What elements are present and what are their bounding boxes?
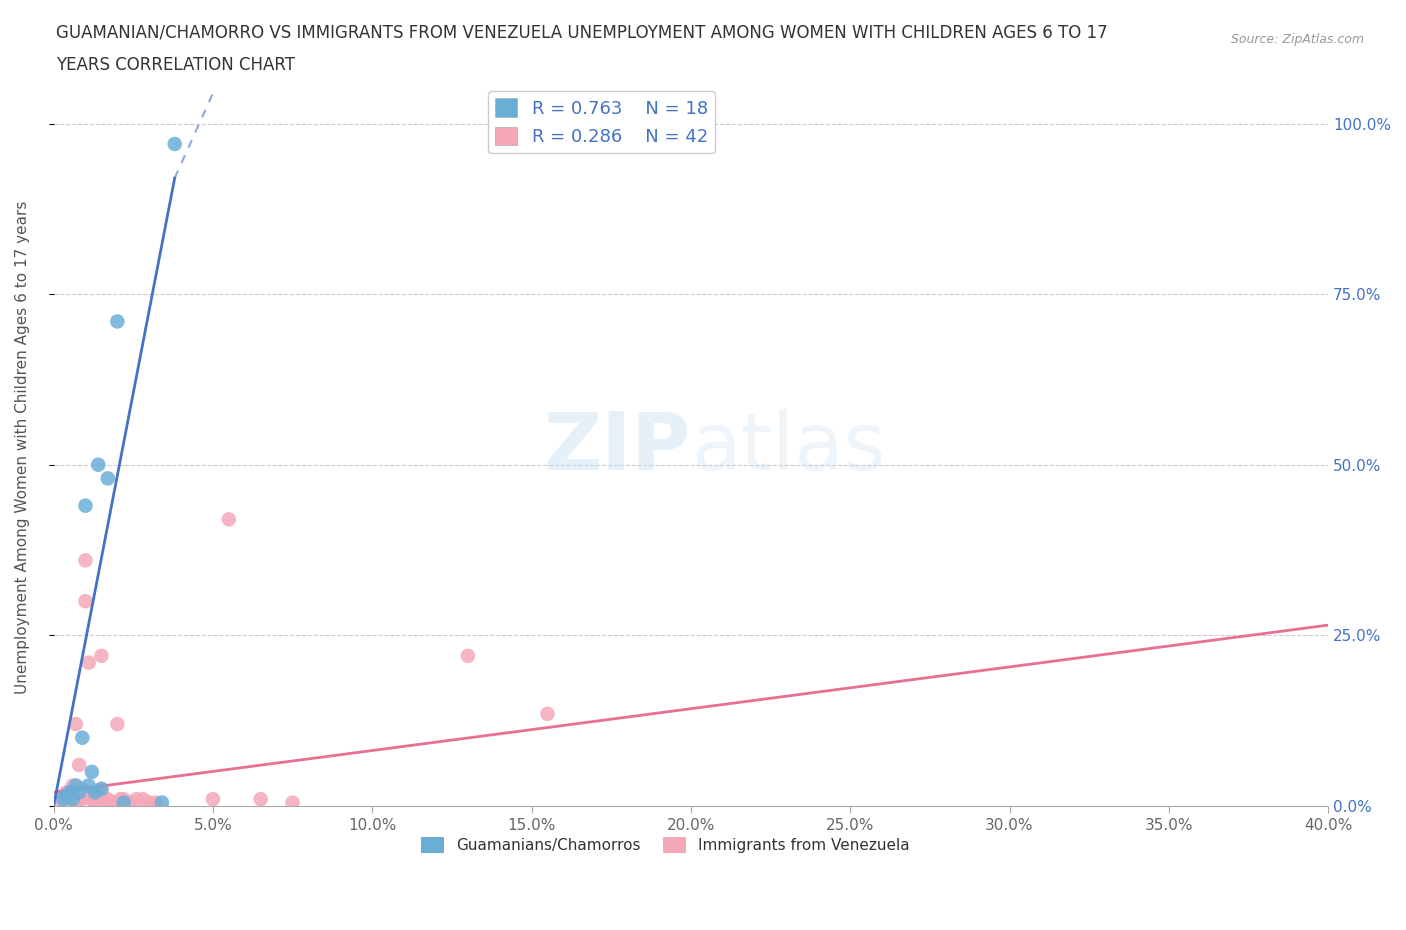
Point bbox=[58, 791, 80, 806]
Point bbox=[67, 785, 90, 800]
Point bbox=[52, 791, 75, 806]
Point bbox=[112, 791, 135, 806]
Point bbox=[163, 137, 186, 152]
Point bbox=[150, 795, 173, 810]
Point bbox=[90, 781, 112, 796]
Point bbox=[201, 791, 224, 806]
Point bbox=[80, 791, 103, 806]
Point bbox=[67, 758, 90, 773]
Point bbox=[62, 791, 84, 806]
Y-axis label: Unemployment Among Women with Children Ages 6 to 17 years: Unemployment Among Women with Children A… bbox=[15, 201, 30, 695]
Point bbox=[457, 648, 479, 663]
Text: Source: ZipAtlas.com: Source: ZipAtlas.com bbox=[1230, 33, 1364, 46]
Text: atlas: atlas bbox=[690, 408, 886, 486]
Point bbox=[77, 778, 100, 793]
Point bbox=[87, 791, 110, 806]
Point bbox=[62, 789, 84, 804]
Point bbox=[112, 795, 135, 810]
Legend: Guamanians/Chamorros, Immigrants from Venezuela: Guamanians/Chamorros, Immigrants from Ve… bbox=[415, 831, 917, 859]
Point bbox=[97, 791, 120, 806]
Point bbox=[100, 795, 122, 810]
Point bbox=[120, 795, 142, 810]
Point bbox=[125, 791, 148, 806]
Point bbox=[84, 795, 107, 810]
Point bbox=[80, 764, 103, 779]
Point bbox=[281, 795, 304, 810]
Text: YEARS CORRELATION CHART: YEARS CORRELATION CHART bbox=[56, 56, 295, 73]
Point bbox=[145, 795, 167, 810]
Point bbox=[87, 458, 110, 472]
Point bbox=[75, 498, 97, 513]
Point bbox=[75, 552, 97, 567]
Point bbox=[77, 656, 100, 671]
Point bbox=[132, 791, 155, 806]
Point bbox=[138, 795, 160, 810]
Point bbox=[249, 791, 271, 806]
Point bbox=[90, 648, 112, 663]
Point bbox=[536, 707, 558, 722]
Point bbox=[65, 717, 87, 732]
Point bbox=[105, 717, 128, 732]
Point bbox=[49, 795, 72, 810]
Point bbox=[67, 781, 90, 796]
Point bbox=[97, 471, 120, 485]
Text: ZIP: ZIP bbox=[544, 408, 690, 486]
Text: GUAMANIAN/CHAMORRO VS IMMIGRANTS FROM VENEZUELA UNEMPLOYMENT AMONG WOMEN WITH CH: GUAMANIAN/CHAMORRO VS IMMIGRANTS FROM VE… bbox=[56, 23, 1108, 41]
Point bbox=[67, 791, 90, 806]
Point bbox=[110, 791, 132, 806]
Point bbox=[103, 795, 125, 810]
Point bbox=[58, 785, 80, 800]
Point bbox=[218, 512, 240, 526]
Point bbox=[52, 789, 75, 804]
Point bbox=[75, 593, 97, 608]
Point bbox=[58, 795, 80, 810]
Point bbox=[72, 730, 94, 745]
Point bbox=[80, 791, 103, 806]
Point bbox=[90, 781, 112, 796]
Point bbox=[84, 791, 107, 806]
Point bbox=[105, 314, 128, 329]
Point bbox=[77, 785, 100, 800]
Point bbox=[93, 791, 115, 806]
Point bbox=[72, 781, 94, 796]
Point bbox=[62, 778, 84, 793]
Point bbox=[84, 785, 107, 800]
Point bbox=[72, 791, 94, 806]
Point bbox=[55, 789, 77, 804]
Point bbox=[55, 785, 77, 800]
Point bbox=[65, 778, 87, 793]
